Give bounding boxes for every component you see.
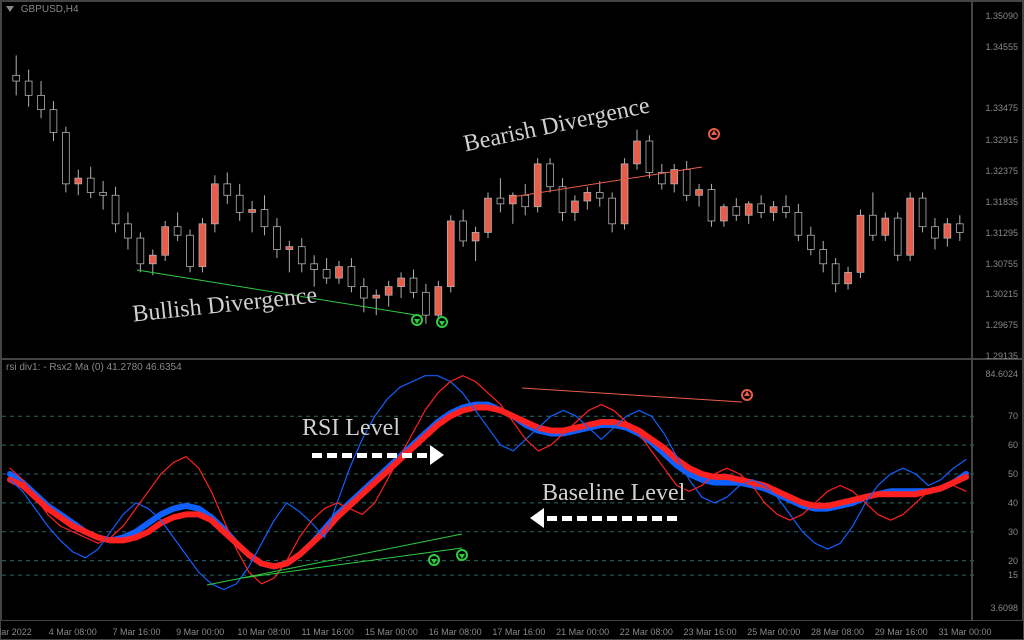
price-tick: 1.30755: [985, 259, 1018, 269]
price-y-axis: 1.35090 1.34555 1.33475 1.32915 1.32375 1.318…: [971, 1, 1023, 359]
price-tick: 1.34555: [985, 42, 1018, 52]
price-tick: 1.32375: [985, 166, 1018, 176]
time-tick: 21 Mar 00:00: [556, 627, 609, 637]
time-tick: 15 Mar 00:00: [365, 627, 418, 637]
time-tick: 10 Mar 08:00: [237, 627, 290, 637]
time-tick: 3 Mar 2022: [0, 627, 32, 637]
rsi-level-label: RSI Level: [302, 415, 400, 442]
price-chart-panel[interactable]: GBPUSD,H4 Bearish Divergence Bullish Div…: [1, 1, 973, 359]
price-tick: 1.35090: [985, 11, 1018, 21]
chart-window: GBPUSD,H4 Bearish Divergence Bullish Div…: [0, 0, 1024, 640]
rsi-tick: 70: [1008, 411, 1018, 421]
rsi-tick: 20: [1008, 556, 1018, 566]
rsi-tick: 3.6098: [990, 603, 1018, 613]
time-tick: 11 Mar 16:00: [301, 627, 353, 637]
baseline-arrow: [530, 508, 677, 528]
rsi-tick: 60: [1008, 440, 1018, 450]
indicator-panel[interactable]: rsi div1: - Rsx2 Ma (0) 41.2780 46.6354 …: [1, 359, 973, 621]
price-tick: 1.33475: [985, 103, 1018, 113]
time-tick: 31 Mar 00:00: [938, 627, 991, 637]
price-tick: 1.31835: [985, 197, 1018, 207]
price-tick: 1.32915: [985, 135, 1018, 145]
rsi-tick: 40: [1008, 498, 1018, 508]
time-tick: 9 Mar 00:00: [176, 627, 224, 637]
rsi-tick: 50: [1008, 469, 1018, 479]
rsi-tick: 84.6024: [985, 369, 1018, 379]
rsi-chart: [2, 360, 974, 622]
price-tick: 1.29675: [985, 320, 1018, 330]
baseline-level-label: Baseline Level: [542, 480, 685, 507]
time-axis: 3 Mar 2022 4 Mar 08:00 7 Mar 16:00 9 Mar 00…: [1, 621, 973, 639]
price-tick: 1.31295: [985, 228, 1018, 238]
price-tick: 1.30215: [985, 289, 1018, 299]
time-tick: 16 Mar 08:00: [429, 627, 482, 637]
time-tick: 28 Mar 08:00: [811, 627, 864, 637]
time-tick: 4 Mar 08:00: [49, 627, 97, 637]
rsi-tick: 15: [1008, 570, 1018, 580]
time-tick: 7 Mar 16:00: [112, 627, 160, 637]
time-tick: 22 Mar 08:00: [620, 627, 673, 637]
time-tick: 25 Mar 00:00: [747, 627, 800, 637]
rsi-arrow: [312, 445, 444, 465]
rsi-tick: 30: [1008, 527, 1018, 537]
time-tick: 29 Mar 16:00: [875, 627, 928, 637]
rsi-y-axis: 84.6024 70 60 50 40 30 20 15 3.6098: [971, 359, 1023, 621]
time-tick: 23 Mar 16:00: [684, 627, 737, 637]
time-tick: 17 Mar 16:00: [492, 627, 545, 637]
